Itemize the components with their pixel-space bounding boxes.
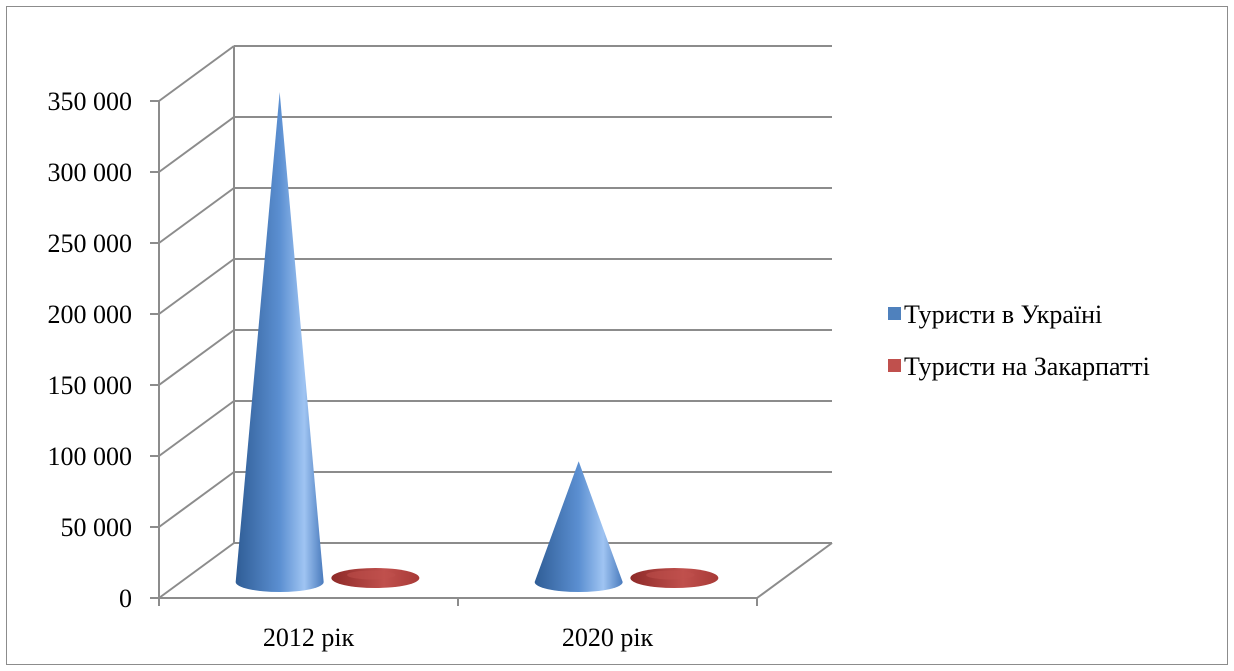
chart-frame bbox=[6, 6, 1228, 665]
x-axis-categories: 2012 рік 2020 рік bbox=[263, 623, 654, 652]
y-tick-label: 50 000 bbox=[61, 513, 133, 542]
legend-swatch bbox=[888, 359, 901, 372]
cone-highlight bbox=[646, 570, 695, 580]
chart-grid bbox=[158, 45, 832, 599]
x-category-label: 2020 рік bbox=[562, 623, 654, 652]
chart-marks bbox=[235, 92, 719, 592]
side-gridline bbox=[158, 329, 235, 386]
y-tick-label: 250 000 bbox=[48, 229, 133, 258]
cone-mark bbox=[235, 92, 324, 592]
legend-label: Туристи на Закарпатті bbox=[904, 352, 1150, 381]
y-tick-label: 300 000 bbox=[48, 158, 133, 187]
cone-highlight bbox=[347, 570, 396, 580]
side-gridline bbox=[158, 116, 235, 173]
y-tick-label: 0 bbox=[119, 584, 132, 613]
floor-right-edge bbox=[756, 542, 833, 599]
chart-axes bbox=[150, 100, 833, 606]
cone-mark bbox=[534, 461, 623, 592]
side-gridline bbox=[158, 45, 235, 102]
legend-swatch bbox=[888, 307, 901, 320]
side-gridline bbox=[158, 258, 235, 315]
x-category-label: 2012 рік bbox=[263, 623, 355, 652]
y-tick-label: 350 000 bbox=[48, 87, 133, 116]
side-gridline bbox=[158, 542, 235, 599]
y-tick-label: 200 000 bbox=[48, 300, 133, 329]
chart-legend: Туристи в Україні Туристи на Закарпатті bbox=[888, 300, 1150, 381]
side-gridline bbox=[158, 187, 235, 244]
side-gridline bbox=[158, 400, 235, 457]
side-gridline bbox=[158, 471, 235, 528]
y-tick-label: 150 000 bbox=[48, 371, 133, 400]
legend-label: Туристи в Україні bbox=[904, 300, 1102, 329]
y-tick-label: 100 000 bbox=[48, 442, 133, 471]
y-axis-ticks: 0 50 000 100 000 150 000 200 000 250 000 300 0… bbox=[48, 87, 133, 613]
